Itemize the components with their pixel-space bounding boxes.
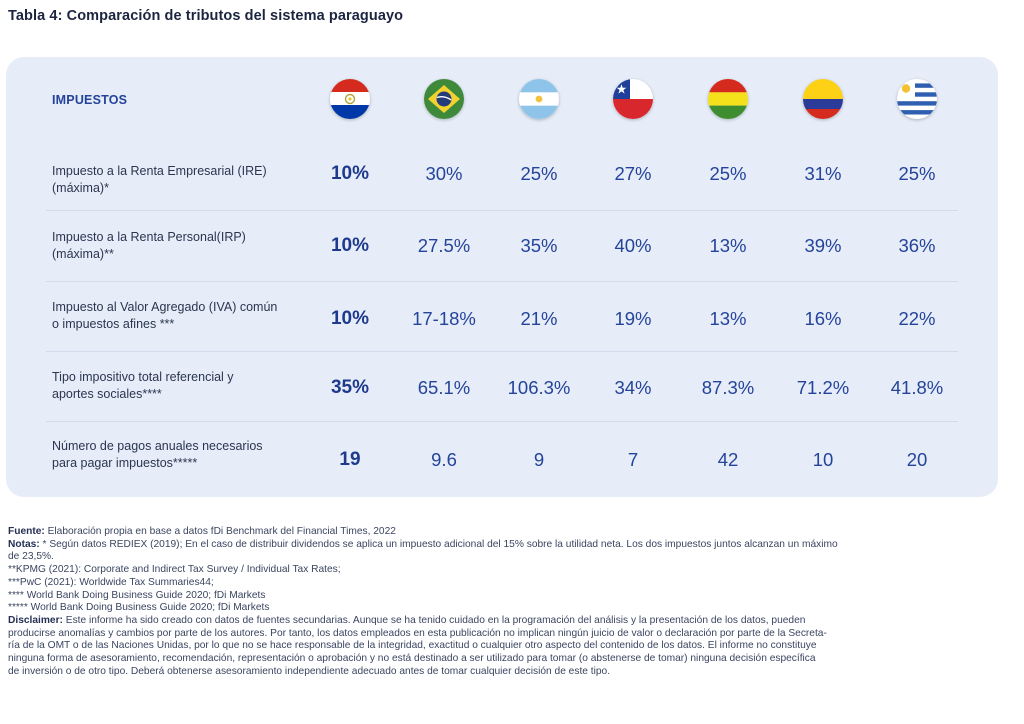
row-divider <box>46 210 958 211</box>
notas-text-continued: de 23,5%. <box>8 551 54 563</box>
argentina-flag-icon <box>519 79 559 119</box>
row-label-tipo-impositivo: Tipo impositivo total referencial y aport… <box>52 370 234 401</box>
cell-pagos-brazil: 9.6 <box>431 449 457 470</box>
cell-pagos-bolivia: 42 <box>717 449 739 470</box>
cell-total-argentina: 106.3% <box>507 377 571 398</box>
cell-pagos-uruguay: 20 <box>906 449 928 470</box>
cell-ire-brazil: 30% <box>425 163 463 184</box>
row-label-ire: Impuesto a la Renta Empresarial (IRE) (má… <box>52 164 267 195</box>
bolivia-flag-icon <box>708 79 748 119</box>
note-world-bank-2: ***** World Bank Doing Business Guide 20… <box>8 602 270 614</box>
disclaimer-line-1: Disclaimer: Este informe ha sido creado … <box>8 615 1013 628</box>
comparison-table-panel <box>6 57 998 497</box>
cell-irp-chile: 40% <box>614 235 652 256</box>
notas-text: * Según datos REDIEX (2019); En el caso … <box>39 538 838 550</box>
brazil-flag-icon <box>424 79 464 119</box>
disclaimer-line-5: de inversión o de otro tipo. Deberá obte… <box>8 665 611 677</box>
column-header-impuestos: IMPUESTOS <box>52 93 128 107</box>
disclaimer-line-3: ría de la OMT o de las Naciones Unidas, … <box>8 640 817 652</box>
fuente-line: Fuente: Elaboración propia en base a dat… <box>8 526 1013 539</box>
notas-line: Notas: * Según datos REDIEX (2019); En e… <box>8 539 1013 552</box>
disclaimer-line-4: ninguna forma de asesoramiento, recomend… <box>8 653 816 665</box>
notas-label: Notas: <box>8 538 40 550</box>
cell-irp-colombia: 39% <box>804 235 842 256</box>
cell-total-bolivia: 87.3% <box>701 377 755 398</box>
cell-iva-chile: 19% <box>614 308 652 329</box>
cell-iva-brazil: 17-18% <box>412 308 476 329</box>
cell-iva-bolivia: 13% <box>709 308 747 329</box>
disclaimer-label: Disclaimer: <box>8 614 63 626</box>
note-kpmg: **KPMG (2021): Corporate and Indirect Ta… <box>8 564 341 576</box>
uruguay-flag-icon <box>897 79 937 119</box>
row-label-iva: Impuesto al Valor Agregado (IVA) común o … <box>52 300 278 331</box>
row-label-irp: Impuesto a la Renta Personal(IRP) (máxima… <box>52 230 246 261</box>
cell-pagos-argentina: 9 <box>533 449 545 470</box>
cell-total-chile: 34% <box>614 377 652 398</box>
cell-irp-argentina: 35% <box>520 235 558 256</box>
fuente-text: Elaboración propia en base a datos fDi B… <box>44 526 396 537</box>
cell-total-brazil: 65.1% <box>417 377 471 398</box>
colombia-flag-icon <box>803 79 843 119</box>
cell-ire-argentina: 25% <box>520 163 558 184</box>
cell-irp-bolivia: 13% <box>709 235 747 256</box>
cell-pagos-chile: 7 <box>627 449 639 470</box>
cell-total-paraguay: 35% <box>330 377 370 398</box>
cell-total-colombia: 71.2% <box>796 377 850 398</box>
chile-flag-icon <box>613 79 653 119</box>
paraguay-flag-icon <box>330 79 370 119</box>
row-label-numero-pagos: Número de pagos anuales necesarios para p… <box>52 439 263 470</box>
cell-total-uruguay: 41.8% <box>890 377 944 398</box>
cell-pagos-paraguay: 19 <box>339 449 361 470</box>
cell-ire-chile: 27% <box>614 163 652 184</box>
cell-iva-colombia: 16% <box>804 308 842 329</box>
cell-ire-uruguay: 25% <box>898 163 936 184</box>
disclaimer-text: Este informe ha sido creado con datos de… <box>62 614 806 626</box>
row-divider <box>46 421 958 422</box>
cell-ire-bolivia: 25% <box>709 163 747 184</box>
cell-irp-uruguay: 36% <box>898 235 936 256</box>
cell-ire-colombia: 31% <box>804 163 842 184</box>
cell-ire-paraguay: 10% <box>330 163 370 184</box>
cell-iva-argentina: 21% <box>520 308 558 329</box>
row-divider <box>46 281 958 282</box>
note-world-bank-1: **** World Bank Doing Business Guide 202… <box>8 589 266 601</box>
footnotes: Fuente: Elaboración propia en base a dat… <box>8 526 1013 678</box>
cell-pagos-colombia: 10 <box>812 449 834 470</box>
fuente-label: Fuente: <box>8 526 45 537</box>
cell-iva-uruguay: 22% <box>898 308 936 329</box>
cell-iva-paraguay: 10% <box>330 308 370 329</box>
note-pwc: ***PwC (2021): Worldwide Tax Summaries44… <box>8 576 214 588</box>
disclaimer-line-2: producirse anomalías y cambios por parte… <box>8 627 827 639</box>
table-title: Tabla 4: Comparación de tributos del sis… <box>8 8 404 24</box>
cell-irp-paraguay: 10% <box>330 235 370 256</box>
row-divider <box>46 351 958 352</box>
cell-irp-brazil: 27.5% <box>417 235 471 256</box>
